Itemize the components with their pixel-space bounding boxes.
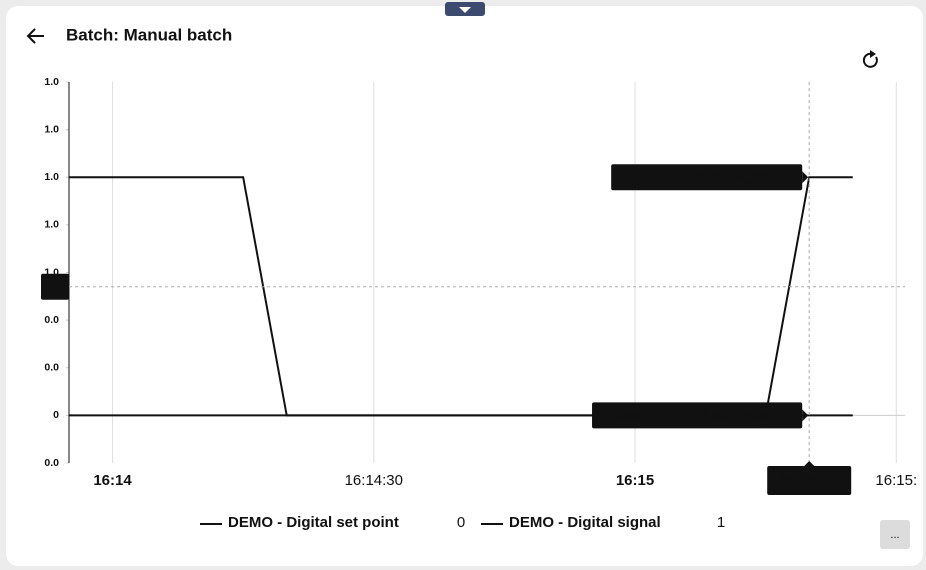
legend-item[interactable]: DEMO - Digital signal 1 xyxy=(481,514,725,531)
y-tick-label: 0.0 xyxy=(44,314,59,326)
tooltip-value: 0 xyxy=(783,407,791,424)
x-tick-label: 16:14:30 xyxy=(345,472,403,489)
refresh-button[interactable] xyxy=(862,50,878,68)
y-tick-label: 1.0 xyxy=(44,171,59,183)
y-tick-label: 0.0 xyxy=(44,457,59,469)
y-tick-label: 0.0 xyxy=(44,362,59,374)
x-tick-label: 16:15 xyxy=(616,472,654,489)
y-tick-label: 1.0 xyxy=(44,76,59,88)
legend-value: 0 xyxy=(457,514,465,531)
tooltip-box xyxy=(592,402,803,429)
refresh-arrow xyxy=(870,50,876,58)
legend-label: DEMO - Digital set point xyxy=(228,514,399,531)
series-line xyxy=(69,176,853,417)
refresh-icon xyxy=(862,52,878,68)
tooltip-value: 1 xyxy=(783,169,791,186)
cursor-x-label: 16:15:20 xyxy=(780,472,838,489)
tooltip-label: DEMO - Digital set point: xyxy=(603,407,779,424)
y-tick-label: 1.0 xyxy=(44,123,59,135)
y-tick-label: 1.0 xyxy=(44,219,59,231)
legend-label: DEMO - Digital signal xyxy=(509,514,661,531)
x-tick-label: 16:14 xyxy=(93,472,132,489)
legend-item[interactable]: DEMO - Digital set point 0 xyxy=(200,514,465,531)
x-tick-label: 16:15: xyxy=(875,472,917,489)
tooltip-arrow xyxy=(802,171,809,184)
tooltip-arrow xyxy=(802,409,809,422)
legend-value: 1 xyxy=(717,514,725,531)
more-button[interactable] xyxy=(880,520,910,549)
cursor-x-box xyxy=(767,466,852,495)
cursor-y-box xyxy=(41,273,69,300)
page-title: Batch: Manual batch xyxy=(66,25,232,44)
tab-arrow xyxy=(459,7,471,13)
tooltip-box xyxy=(611,164,803,191)
tooltip-label: DEMO - Digital signal: xyxy=(622,169,779,186)
more-label: ... xyxy=(890,529,899,541)
cursor-x-arrow xyxy=(804,461,815,466)
back-button[interactable] xyxy=(26,28,44,44)
y-tick-label: 0 xyxy=(53,409,59,421)
cursor-y-label: 1 xyxy=(51,278,59,294)
